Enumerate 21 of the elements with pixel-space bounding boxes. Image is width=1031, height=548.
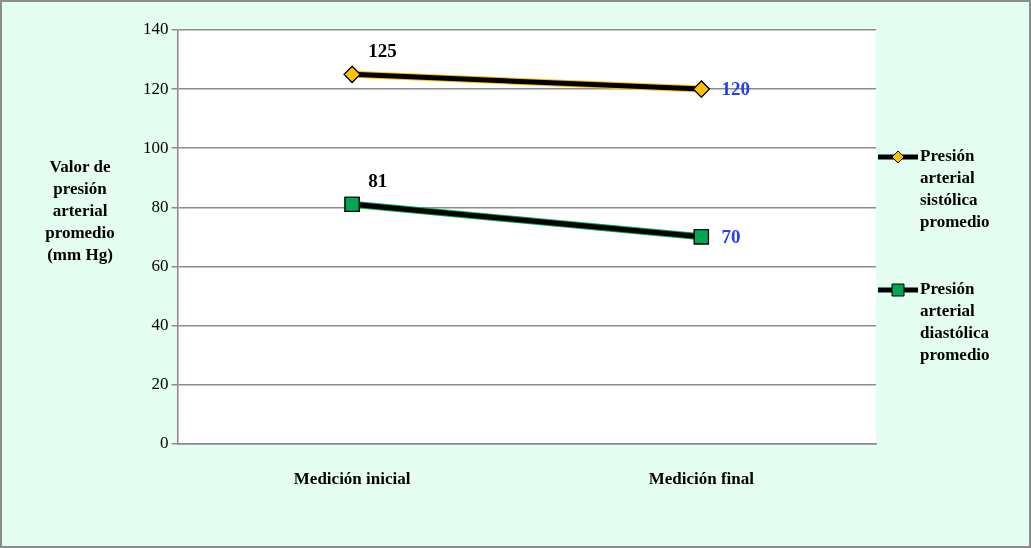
y-tick-label: 60 (151, 255, 169, 275)
y-tick-label: 100 (143, 137, 169, 157)
x-tick-label: Medición final (648, 469, 755, 489)
point (692, 80, 710, 98)
y-tick-label: 40 (151, 314, 169, 334)
y-axis-title: Valor de presión arterial promedio (mm Hg) (45, 157, 115, 265)
legend-label: Presión arterial diastólica promedio (920, 279, 990, 365)
point (344, 196, 360, 212)
data-label: 70 (721, 225, 741, 247)
y-tick-label: 0 (160, 433, 169, 453)
legend-label: Presión arterial sistólica promedio (920, 146, 990, 232)
y-tick-label: 20 (151, 373, 169, 393)
data-label: 120 (721, 77, 750, 99)
x-tick-label: Medición inicial (293, 469, 411, 489)
point (693, 229, 710, 245)
data-label: 125 (368, 40, 397, 62)
point (343, 65, 361, 83)
y-tick-label: 80 (151, 196, 169, 216)
y-tick-label: 120 (143, 78, 169, 98)
y-tick-label: 140 (143, 19, 169, 39)
data-label: 81 (368, 170, 388, 192)
